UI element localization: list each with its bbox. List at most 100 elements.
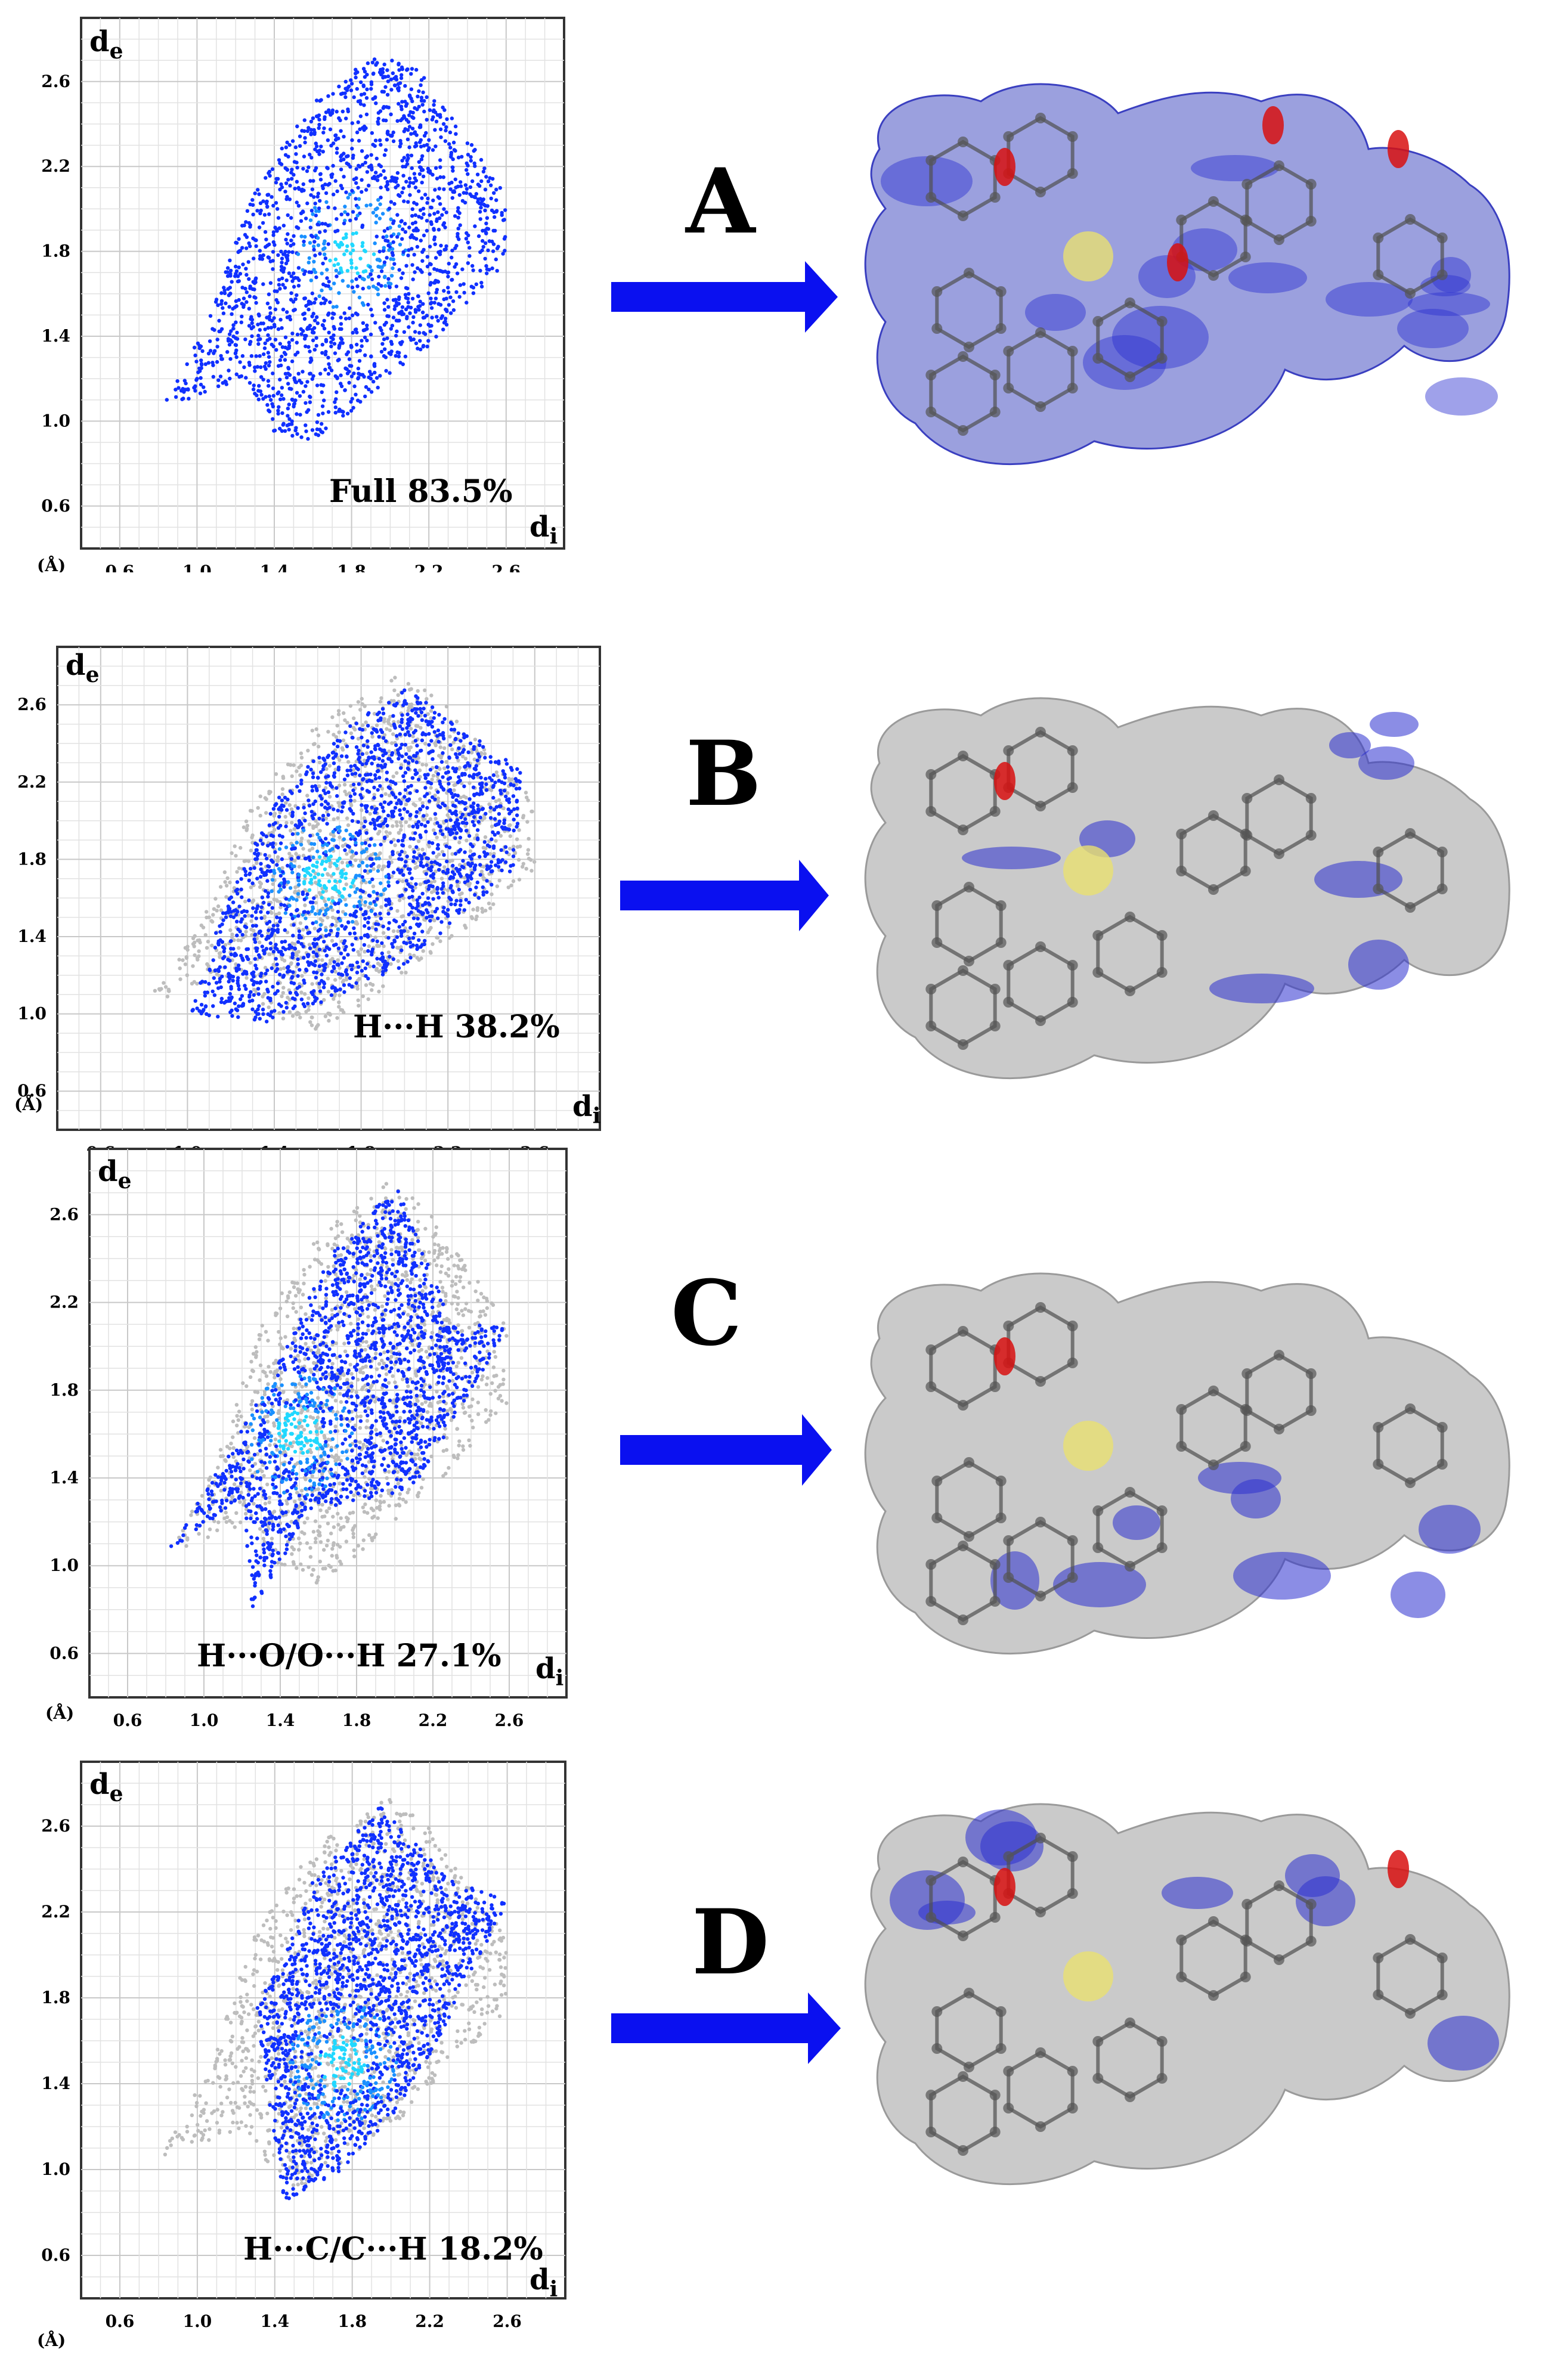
fingerprint-point bbox=[388, 786, 392, 791]
fingerprint-point bbox=[491, 176, 495, 181]
fingerprint-point bbox=[244, 925, 249, 929]
fingerprint-point bbox=[357, 873, 361, 878]
gray-point bbox=[407, 687, 412, 692]
fingerprint-point bbox=[421, 864, 425, 869]
gray-point bbox=[278, 905, 283, 910]
fingerprint-point bbox=[396, 82, 401, 86]
fingerprint-point bbox=[475, 172, 480, 176]
gray-point bbox=[292, 763, 296, 767]
fingerprint-point bbox=[420, 718, 425, 722]
gray-point bbox=[280, 792, 284, 797]
fingerprint-point bbox=[364, 203, 369, 207]
fingerprint-point bbox=[494, 209, 499, 213]
fingerprint-point bbox=[267, 394, 271, 398]
fingerprint-point bbox=[361, 743, 366, 748]
fingerprint-point bbox=[413, 213, 417, 218]
fingerprint-point bbox=[293, 428, 298, 433]
fingerprint-point bbox=[280, 261, 284, 265]
fingerprint-point bbox=[410, 213, 414, 218]
gray-point bbox=[263, 965, 268, 970]
gray-point bbox=[299, 763, 304, 767]
fingerprint-point bbox=[446, 274, 450, 279]
fingerprint-point bbox=[277, 814, 281, 819]
fingerprint-point bbox=[267, 256, 271, 260]
fingerprint-point bbox=[429, 296, 433, 300]
fingerprint-point bbox=[371, 72, 376, 76]
x-tick-label: 1.0 bbox=[182, 562, 212, 572]
fingerprint-point bbox=[305, 201, 309, 206]
fingerprint-point bbox=[466, 879, 470, 883]
fingerprint-point bbox=[316, 872, 321, 876]
fingerprint-point bbox=[259, 375, 264, 379]
gray-point bbox=[345, 721, 349, 725]
fingerprint-point bbox=[457, 237, 461, 241]
gray-point bbox=[311, 826, 315, 830]
fingerprint-point bbox=[407, 797, 411, 801]
fingerprint-point bbox=[333, 411, 337, 415]
fingerprint-point bbox=[391, 240, 395, 244]
fingerprint-point bbox=[352, 926, 356, 931]
fingerprint-point bbox=[390, 175, 394, 179]
fingerprint-point bbox=[363, 335, 367, 340]
gray-point bbox=[278, 967, 283, 971]
gray-point bbox=[244, 929, 248, 934]
fingerprint-point bbox=[290, 331, 295, 336]
fingerprint-point bbox=[258, 328, 262, 332]
gray-point bbox=[283, 814, 287, 819]
gray-point bbox=[293, 859, 297, 863]
fingerprint-point bbox=[486, 248, 490, 253]
fingerprint-point bbox=[293, 823, 298, 828]
gray-point bbox=[264, 811, 268, 815]
fingerprint-point bbox=[437, 196, 441, 200]
fingerprint-point bbox=[203, 362, 208, 366]
fingerprint-point bbox=[439, 316, 444, 320]
fingerprint-point bbox=[420, 738, 425, 742]
fingerprint-point bbox=[280, 953, 284, 957]
gray-point bbox=[282, 966, 286, 971]
fingerprint-point bbox=[385, 234, 389, 238]
fingerprint-point bbox=[419, 144, 423, 149]
fingerprint-point bbox=[273, 225, 277, 230]
gray-point bbox=[442, 746, 447, 750]
fingerprint-point bbox=[308, 394, 312, 399]
fingerprint-point bbox=[274, 176, 278, 181]
fingerprint-point bbox=[373, 241, 377, 246]
fingerprint-point bbox=[311, 775, 315, 779]
fingerprint-point bbox=[252, 295, 256, 299]
y-tick-labels: 0.61.01.41.82.22.6 bbox=[41, 72, 70, 516]
fingerprint-point bbox=[415, 789, 419, 794]
fingerprint-point bbox=[397, 966, 401, 970]
gray-point bbox=[380, 867, 385, 872]
fingerprint-point bbox=[295, 179, 299, 184]
fingerprint-point bbox=[271, 233, 275, 237]
fingerprint-point bbox=[369, 909, 374, 913]
fingerprint-point bbox=[376, 116, 380, 121]
fingerprint-point bbox=[325, 268, 329, 272]
fingerprint-point bbox=[411, 110, 415, 115]
atom bbox=[925, 155, 937, 166]
fingerprint-point bbox=[359, 936, 363, 940]
gray-point bbox=[244, 819, 249, 823]
fingerprint-point bbox=[434, 256, 438, 260]
fingerprint-point bbox=[379, 802, 383, 807]
fingerprint-point bbox=[218, 980, 222, 984]
gray-point bbox=[387, 749, 391, 754]
fingerprint-point bbox=[403, 771, 408, 775]
fingerprint-point bbox=[376, 287, 380, 292]
fingerprint-point bbox=[324, 337, 329, 342]
fingerprint-point bbox=[262, 364, 267, 368]
fingerprint-point bbox=[234, 372, 239, 376]
fingerprint-point bbox=[411, 116, 416, 120]
fingerprint-point bbox=[367, 285, 371, 290]
fingerprint-point bbox=[313, 253, 317, 258]
fingerprint-point bbox=[231, 323, 236, 327]
fingerprint-point bbox=[348, 794, 353, 798]
gray-point bbox=[446, 888, 450, 892]
fingerprint-point bbox=[302, 239, 306, 244]
fingerprint-point bbox=[336, 228, 340, 233]
fingerprint-point bbox=[371, 964, 376, 969]
fingerprint-point bbox=[281, 308, 286, 312]
fingerprint-point bbox=[395, 329, 399, 333]
gray-point bbox=[447, 936, 451, 940]
fingerprint-point bbox=[290, 398, 295, 402]
